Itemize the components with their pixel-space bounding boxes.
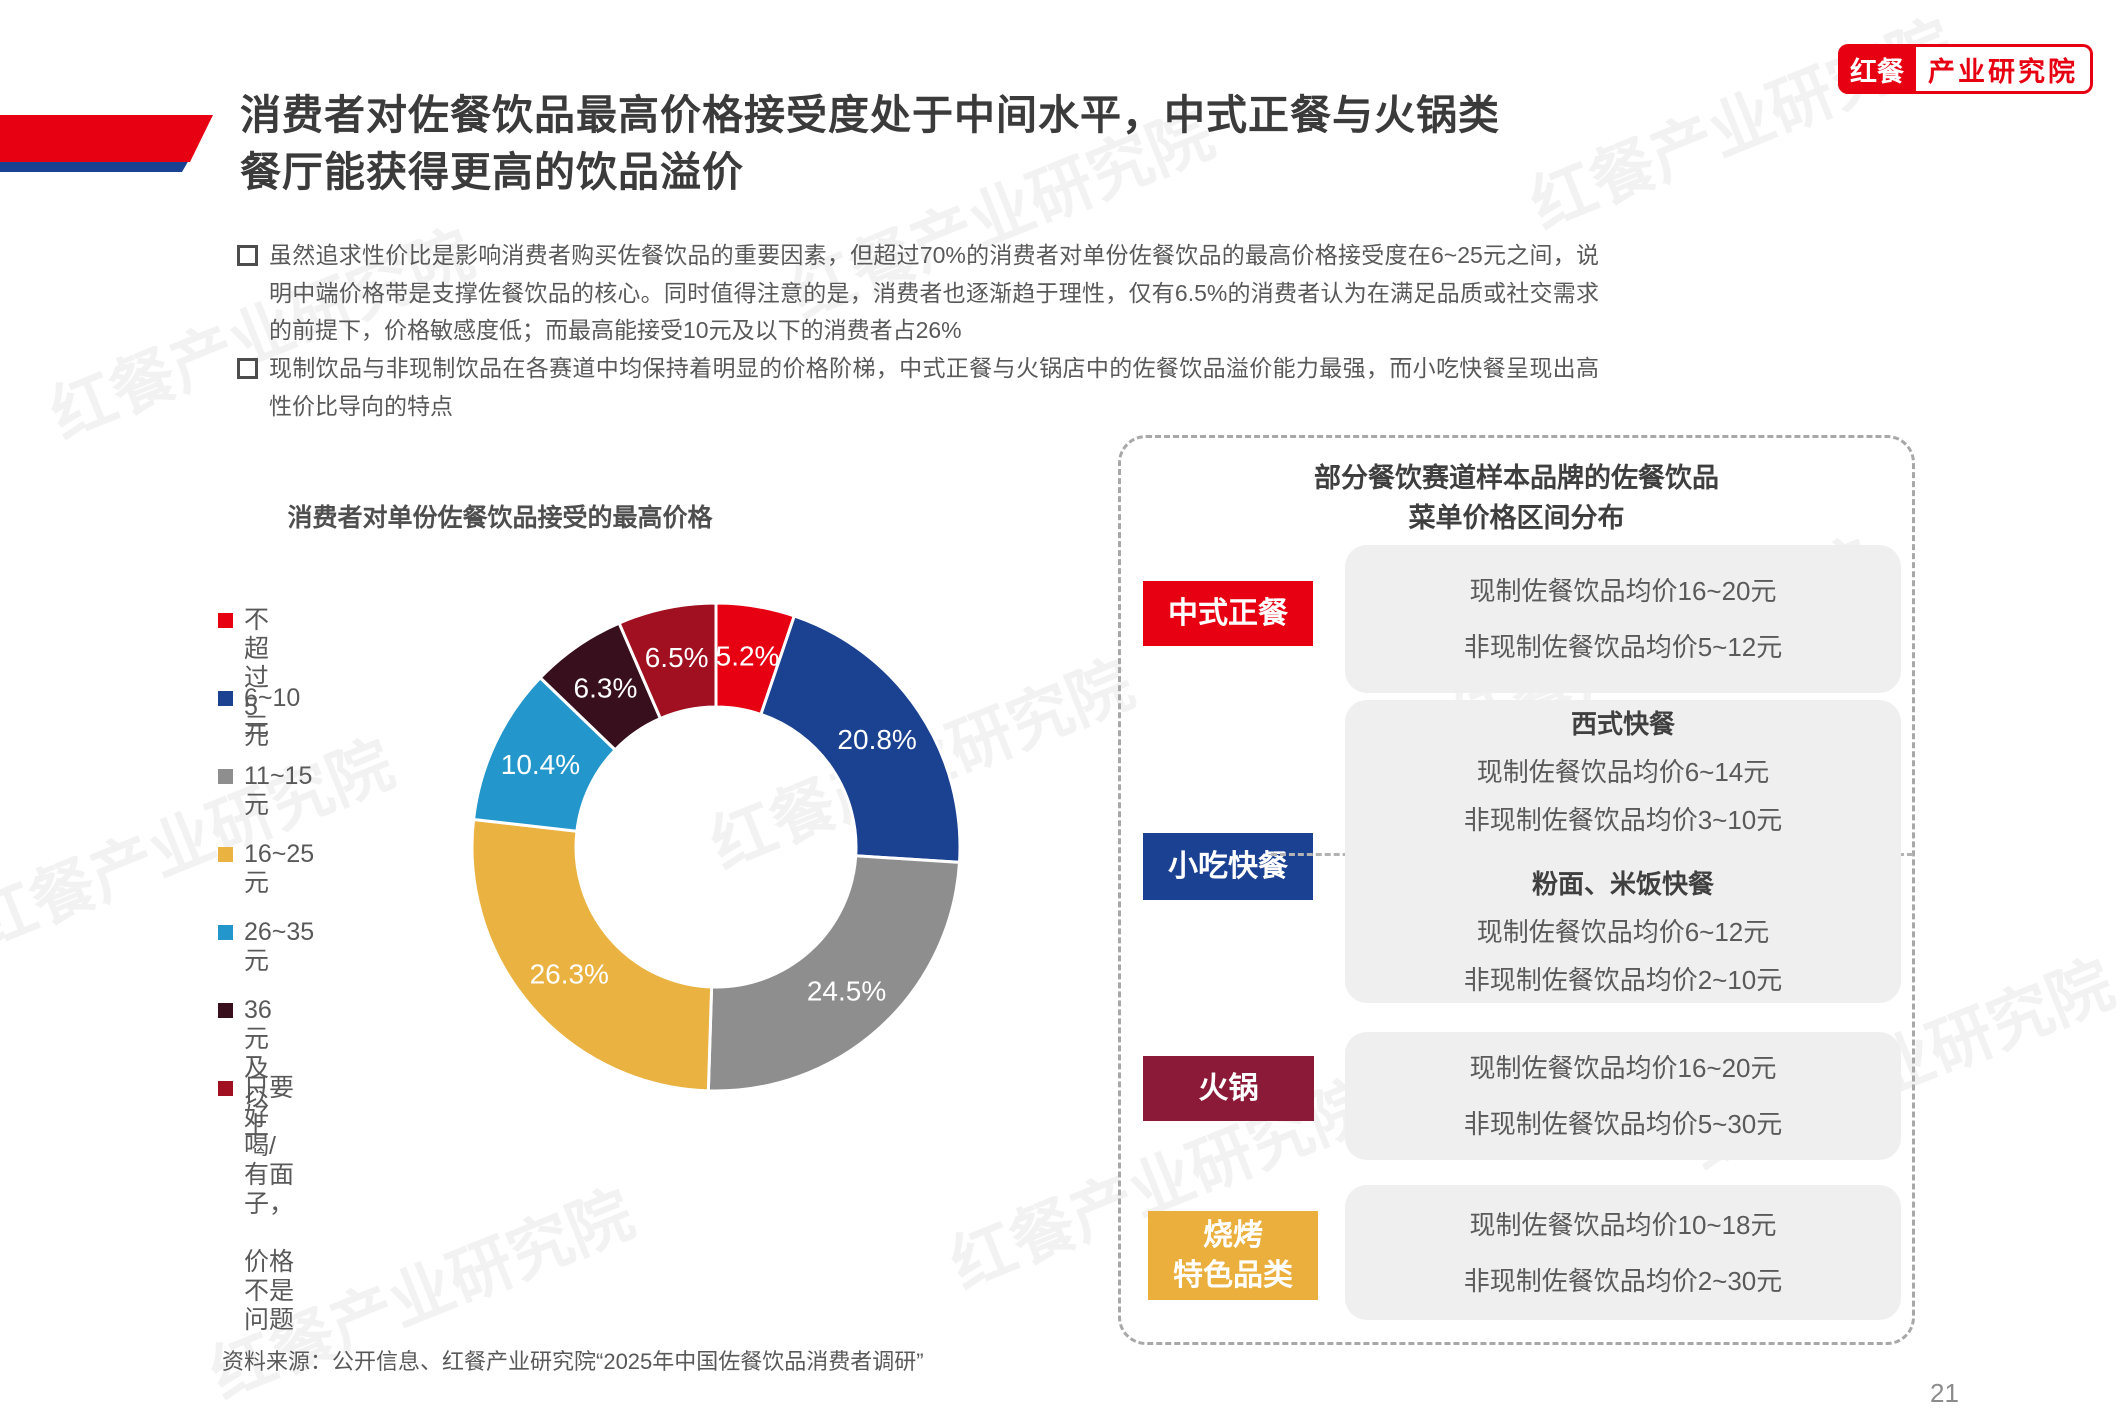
title-accent-shape — [0, 115, 213, 172]
donut-slice — [759, 614, 962, 864]
watermark-text: 红餐产业研究院 — [1520, 7, 1964, 242]
bullet-text: 现制饮品与非现制饮品在各赛道中均保持着明显的价格阶梯，中式正餐与火锅店中的佐餐饮… — [269, 355, 1599, 419]
bullet-square-icon — [237, 358, 258, 379]
price-line: 现制佐餐饮品均价6~14元 — [1476, 756, 1770, 787]
donut-slice-label: 24.5% — [807, 975, 886, 1006]
donut-slice — [706, 854, 962, 1093]
legend-swatch-icon — [218, 691, 233, 706]
category-card: 现制佐餐饮品均价10~18元 非现制佐餐饮品均价2~30元 — [1345, 1185, 1901, 1320]
legend-swatch-icon — [218, 769, 233, 784]
donut-slice-label: 6.5% — [645, 642, 709, 673]
price-line: 非现制佐餐饮品均价5~30元 — [1463, 1109, 1783, 1139]
brand-logo-text: 产业研究院 — [1916, 44, 2093, 94]
legend-swatch-icon — [218, 1081, 233, 1096]
subcategory-title: 粉面、米饭快餐 — [1531, 868, 1714, 899]
category-card: 现制佐餐饮品均价16~20元 非现制佐餐饮品均价5~30元 — [1345, 1032, 1901, 1160]
price-line: 非现制佐餐饮品均价2~10元 — [1463, 964, 1783, 995]
legend-label: 6~10元 — [244, 684, 301, 741]
subcategory-title: 西式快餐 — [1570, 708, 1675, 739]
category-label: 火锅 — [1143, 1056, 1314, 1121]
price-line: 非现制佐餐饮品均价3~10元 — [1463, 804, 1783, 835]
legend-item: 26~35元 — [218, 918, 314, 976]
legend-label: 只要好喝/有面子， 价格不是问题 — [244, 1074, 295, 1334]
donut-slice-label: 26.3% — [530, 959, 609, 990]
price-line: 非现制佐餐饮品均价2~30元 — [1463, 1265, 1783, 1296]
legend-item: 11~15元 — [218, 762, 312, 820]
legend-label: 36元及以上 — [244, 996, 272, 1140]
donut-slice — [470, 817, 714, 1093]
donut-slice-label: 10.4% — [501, 749, 580, 780]
legend-swatch-icon — [218, 925, 233, 940]
price-line: 现制佐餐饮品均价16~20元 — [1469, 576, 1777, 606]
legend-swatch-icon — [218, 1003, 233, 1018]
price-line: 现制佐餐饮品均价6~12元 — [1476, 916, 1770, 947]
legend-swatch-icon — [218, 613, 233, 628]
price-panel: 部分餐饮赛道样本品牌的佐餐饮品 菜单价格区间分布 中式正餐 现制佐餐饮品均价16~2… — [1118, 435, 1915, 1345]
price-line: 现制佐餐饮品均价10~18元 — [1469, 1209, 1777, 1240]
legend-item: 36元及以上 — [218, 996, 272, 1141]
page-title-line2: 餐厅能获得更高的饮品溢价 — [240, 149, 744, 196]
bullet-text: 虽然追求性价比是影响消费者购买佐餐饮品的重要因素，但超过70%的消费者对单份佐餐… — [269, 242, 1599, 343]
category-card-section: 西式快餐现制佐餐饮品均价6~14元 非现制佐餐饮品均价3~10元 — [1464, 709, 1783, 835]
price-line: 现制佐餐饮品均价16~20元 — [1469, 1053, 1777, 1083]
page-number: 21 — [1930, 1378, 1959, 1408]
legend-label: 11~15元 — [244, 762, 313, 819]
category-label: 中式正餐 — [1143, 581, 1313, 646]
donut-slice-label: 6.3% — [574, 672, 638, 703]
legend-swatch-icon — [218, 847, 233, 862]
legend-item: 不超过5元 — [218, 606, 269, 751]
donut-slice-label: 20.8% — [837, 724, 916, 755]
page-title: 消费者对佐餐饮品最高价格接受度处于中间水平，中式正餐与火锅类 餐厅能获得更高的饮品… — [240, 87, 1500, 201]
brand-logo-mark: 红餐 — [1838, 44, 1916, 94]
legend-item: 只要好喝/有面子， 价格不是问题 — [218, 1074, 294, 1335]
legend-label: 不超过5元 — [244, 606, 270, 750]
legend-label: 26~35元 — [244, 918, 315, 975]
bullet-square-icon — [237, 245, 258, 266]
page-title-line1: 消费者对佐餐饮品最高价格接受度处于中间水平，中式正餐与火锅类 — [240, 92, 1500, 139]
category-label: 小吃快餐 — [1143, 833, 1313, 900]
donut-slice — [617, 601, 718, 721]
category-card: 现制佐餐饮品均价16~20元 非现制佐餐饮品均价5~12元 — [1345, 545, 1901, 693]
category-card-section: 粉面、米饭快餐现制佐餐饮品均价6~12元 非现制佐餐饮品均价2~10元 — [1464, 869, 1783, 995]
price-line: 非现制佐餐饮品均价5~12元 — [1463, 632, 1783, 662]
price-panel-title: 部分餐饮赛道样本品牌的佐餐饮品 菜单价格区间分布 — [1314, 463, 1719, 533]
donut-chart: 5.2% 20.8% 24.5% 26.3% 10.4% 6.3%6.5% — [470, 601, 962, 1093]
brand-logo: 红餐 产业研究院 — [1838, 44, 2093, 94]
bullet-item: 现制饮品与非现制饮品在各赛道中均保持着明显的价格阶梯，中式正餐与火锅店中的佐餐饮… — [237, 350, 1599, 425]
category-card: 西式快餐 现制佐餐饮品均价6~14元 非现制佐餐饮品均价3~10元 粉面、米饭快餐 现制… — [1345, 700, 1901, 1003]
chart-title: 消费者对单份佐餐饮品接受的最高价格 — [287, 504, 713, 532]
source-note: 资料来源：公开信息、红餐产业研究院“2025年中国佐餐饮品消费者调研” — [222, 1349, 924, 1374]
legend-item: 6~10元 — [218, 684, 300, 742]
bullet-item: 虽然追求性价比是影响消费者购买佐餐饮品的重要因素，但超过70%的消费者对单份佐餐… — [237, 237, 1599, 350]
legend-item: 16~25元 — [218, 840, 314, 898]
donut-slice-label: 5.2% — [716, 640, 780, 671]
legend-label: 16~25元 — [244, 840, 315, 897]
watermark-text: 红餐产业研究院 — [0, 727, 404, 962]
category-label: 烧烤 特色品类 — [1148, 1211, 1318, 1300]
